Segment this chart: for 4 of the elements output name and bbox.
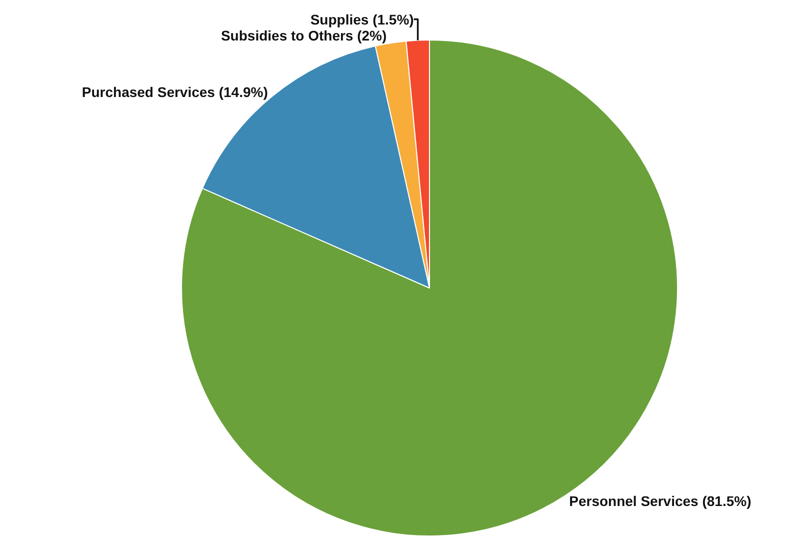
- slice-label: Supplies (1.5%): [310, 11, 414, 28]
- slice-label: Subsidies to Others (2%): [220, 27, 387, 44]
- slice-label: Purchased Services (14.9%): [82, 84, 268, 100]
- slice-label: Personnel Services (81.5%): [569, 493, 752, 510]
